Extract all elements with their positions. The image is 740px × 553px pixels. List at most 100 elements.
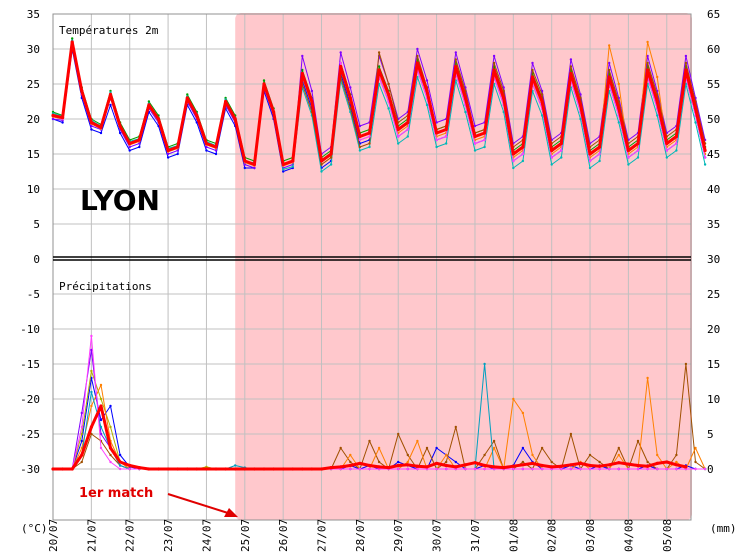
- precipitation-series-point: [569, 463, 573, 467]
- x-tick-label: 05/08: [661, 519, 674, 552]
- y-tick-label: 30: [27, 43, 40, 56]
- temperature-series-point: [425, 103, 429, 107]
- precipitation-series-point: [214, 467, 218, 471]
- temperature-series-point: [464, 110, 467, 114]
- precipitation-series-point: [703, 467, 707, 471]
- precipitation-series-point: [128, 463, 132, 468]
- temperature-series-point: [377, 51, 381, 54]
- precipitation-series-point: [636, 463, 640, 468]
- precipitation-series-point: [665, 460, 669, 464]
- temperature-series-point: [521, 159, 525, 163]
- temperature-series-point: [291, 159, 295, 163]
- precipitation-series-point: [377, 460, 381, 464]
- precipitation-series-point: [588, 463, 592, 468]
- temperature-series-point: [694, 121, 697, 124]
- precipitation-series-point: [262, 467, 266, 471]
- precipitation-series-point: [224, 467, 228, 471]
- temperature-series-point: [502, 89, 505, 93]
- temperature-series-point: [617, 82, 620, 86]
- temperature-series-point: [540, 114, 544, 117]
- temperature-series-point: [454, 64, 458, 69]
- precipitation-series-point: [656, 453, 659, 457]
- precipitation-series-point: [502, 466, 506, 470]
- temperature-series-point: [483, 138, 486, 142]
- temperature-series-point: [703, 156, 707, 159]
- precipitation-series-point: [99, 404, 103, 408]
- precipitation-series-point: [445, 467, 448, 471]
- precipitation-series-point: [272, 467, 276, 471]
- temperature-series-point: [617, 121, 620, 124]
- precipitation-series-point: [445, 453, 448, 457]
- x-tick-label: 24/07: [200, 519, 213, 552]
- precipitation-series-point: [531, 453, 534, 457]
- precipitation-series-point: [521, 467, 525, 471]
- precipitation-series-point: [234, 464, 237, 467]
- precipitation-series-point: [684, 465, 688, 469]
- annotation-arrow-line: [167, 493, 229, 514]
- precipitation-series-point: [205, 465, 208, 469]
- temperature-series-point: [262, 79, 266, 82]
- temperature-series-point: [445, 135, 448, 138]
- x-tick-label: 21/07: [85, 519, 98, 552]
- precipitation-series-point: [118, 464, 122, 467]
- temperature-series-point: [425, 79, 429, 82]
- temperature-series-point: [454, 51, 457, 54]
- temperature-series-point: [109, 103, 112, 107]
- precipitation-series-point: [521, 446, 525, 450]
- precipitation-series-point: [675, 467, 678, 471]
- temperature-series-point: [435, 121, 438, 124]
- temperature-series-point: [636, 141, 640, 146]
- temperature-series-point: [339, 61, 342, 65]
- temperature-series-point: [492, 61, 496, 65]
- temperature-series-point: [377, 68, 381, 72]
- temperature-series-point: [608, 68, 611, 72]
- temperature-series-point: [243, 166, 246, 170]
- precipitation-series-point: [166, 467, 170, 471]
- precipitation-series-point: [195, 467, 199, 471]
- temperature-series-point: [684, 61, 688, 65]
- precipitation-series-point: [521, 460, 525, 464]
- temperature-series-point: [204, 141, 208, 146]
- temperature-series-point: [435, 131, 439, 135]
- precipitation-series-point: [530, 461, 535, 465]
- x-tick-label: 02/08: [546, 519, 559, 552]
- temperature-series-point: [665, 141, 669, 146]
- y2-tick-label: 65: [707, 8, 720, 21]
- x-tick-label: 01/08: [507, 519, 520, 552]
- temperature-series-point: [358, 138, 362, 142]
- x-tick-label: 04/08: [622, 519, 635, 552]
- temperature-series-point: [598, 145, 602, 149]
- highlight-period: [235, 13, 692, 520]
- precipitation-series-point: [646, 376, 649, 380]
- precipitation-series-point: [560, 467, 563, 471]
- temperature-series-point: [339, 64, 343, 69]
- precipitation-series-point: [559, 464, 563, 468]
- temperature-series-point: [99, 131, 103, 135]
- temperature-series-point: [636, 156, 640, 159]
- temperature-series-point: [358, 149, 362, 152]
- temperature-series-point: [675, 142, 678, 145]
- precipitation-series-point: [99, 383, 103, 387]
- temperature-series-point: [214, 149, 218, 152]
- precipitation-series-point: [694, 467, 697, 471]
- precipitation-series-point: [435, 446, 438, 450]
- temperature-series-point: [205, 149, 208, 152]
- temperature-series-point: [607, 75, 611, 79]
- precipitation-series-point: [406, 463, 410, 467]
- precipitation-series-point: [339, 465, 343, 469]
- x-tick-label: 26/07: [277, 519, 290, 552]
- precipitation-series-point: [617, 461, 621, 465]
- first-match-annotation: 1er match: [79, 486, 238, 517]
- precipitation-series-point: [90, 390, 93, 394]
- y2-tick-label: 50: [707, 113, 720, 126]
- precipitation-series-point: [598, 464, 602, 468]
- temperature-series-point: [521, 152, 525, 156]
- x-tick-label: 03/08: [584, 519, 597, 552]
- temperature-series-point: [214, 145, 218, 149]
- precipitation-series-point: [406, 460, 409, 464]
- temperature-series-point: [282, 168, 285, 171]
- temperature-series-point: [674, 134, 679, 139]
- precipitation-series-point: [397, 432, 400, 436]
- temperature-series-point: [387, 82, 390, 86]
